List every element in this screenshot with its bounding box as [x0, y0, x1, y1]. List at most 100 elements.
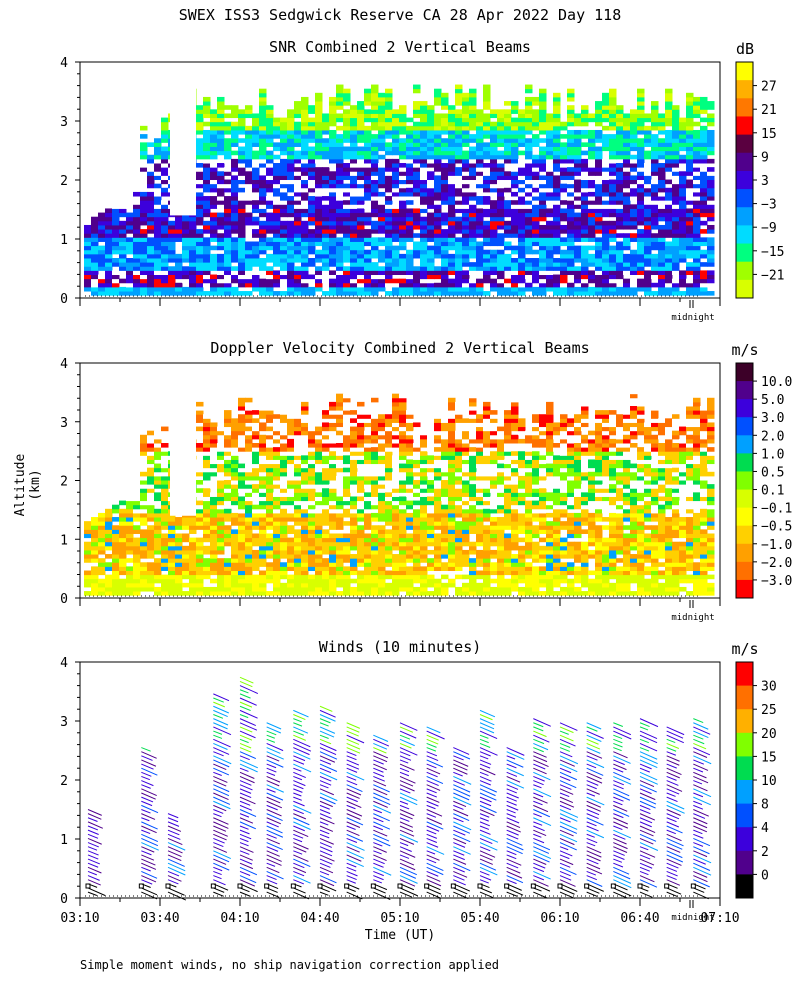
heatmap-cell: [252, 574, 260, 580]
heatmap-cell: [301, 562, 309, 567]
heatmap-cell: [623, 154, 631, 160]
heatmap-cell: [357, 278, 365, 284]
heatmap-cell: [210, 220, 218, 226]
heatmap-cell: [392, 113, 400, 119]
heatmap-cell: [175, 517, 183, 522]
heatmap-cell: [280, 525, 288, 530]
heatmap-cell: [189, 537, 197, 543]
heatmap-cell: [553, 278, 561, 284]
heatmap-cell: [497, 142, 505, 147]
heatmap-cell: [630, 191, 638, 197]
heatmap-cell: [196, 459, 204, 465]
heatmap-cell: [581, 167, 589, 172]
heatmap-cell: [469, 138, 477, 143]
heatmap-cell: [140, 253, 148, 259]
heatmap-cell: [210, 262, 218, 267]
heatmap-cell: [301, 262, 309, 267]
heatmap-cell: [168, 451, 176, 456]
heatmap-cell: [693, 241, 701, 247]
x-tick-label-5: 05:40: [460, 911, 499, 926]
heatmap-cell: [245, 158, 253, 164]
heatmap-cell: [252, 262, 260, 267]
heatmap-cell: [518, 163, 526, 168]
heatmap-cell: [658, 129, 666, 135]
heatmap-cell: [644, 237, 652, 242]
heatmap-cell: [525, 179, 533, 185]
heatmap-cell: [378, 117, 386, 123]
heatmap-cell: [105, 541, 113, 547]
heatmap-cell: [315, 125, 323, 131]
heatmap-cell: [399, 286, 407, 292]
heatmap-cell: [441, 220, 449, 226]
heatmap-cell: [287, 582, 295, 588]
heatmap-cell: [588, 113, 596, 119]
heatmap-cell: [231, 158, 239, 164]
heatmap-cell: [483, 249, 491, 255]
heatmap-cell: [343, 270, 351, 275]
heatmap-cell: [665, 291, 673, 296]
panel-title-0: SNR Combined 2 Vertical Beams: [269, 38, 531, 56]
heatmap-cell: [511, 266, 519, 271]
heatmap-cell: [434, 146, 442, 152]
heatmap-cell: [644, 204, 652, 209]
heatmap-cell: [287, 471, 295, 477]
heatmap-cell: [203, 426, 211, 432]
heatmap-cell: [301, 179, 309, 185]
heatmap-cell: [371, 204, 379, 209]
heatmap-cell: [140, 249, 148, 255]
heatmap-cell: [511, 245, 519, 251]
heatmap-cell: [189, 270, 197, 275]
heatmap-cell: [616, 262, 624, 267]
heatmap-cell: [308, 582, 316, 588]
heatmap-cell: [567, 212, 575, 218]
heatmap-cell: [154, 200, 162, 205]
heatmap-cell: [119, 204, 127, 209]
heatmap-cell: [546, 171, 554, 176]
heatmap-cell: [651, 204, 659, 209]
heatmap-cell: [287, 158, 295, 164]
heatmap-cell: [497, 163, 505, 168]
heatmap-cell: [322, 270, 330, 275]
heatmap-cell: [203, 430, 211, 436]
heatmap-cell: [616, 105, 624, 110]
heatmap-cell: [686, 200, 694, 205]
heatmap-cell: [210, 541, 218, 547]
heatmap-cell: [238, 463, 246, 469]
heatmap-cell: [308, 286, 316, 292]
heatmap-cell: [196, 537, 204, 543]
heatmap-cell: [462, 258, 470, 263]
heatmap-cell: [462, 274, 470, 280]
heatmap-cell: [266, 117, 274, 123]
heatmap-cell: [658, 138, 666, 143]
heatmap-cell: [182, 455, 190, 460]
heatmap-cell: [329, 175, 337, 181]
heatmap-cell: [238, 270, 246, 275]
heatmap-cell: [133, 574, 141, 580]
heatmap-cell: [301, 525, 309, 530]
heatmap-cell: [294, 447, 302, 452]
heatmap-cell: [448, 117, 456, 123]
heatmap-cell: [364, 270, 372, 275]
heatmap-cell: [168, 146, 176, 152]
heatmap-cell: [399, 237, 407, 242]
heatmap-cell: [546, 278, 554, 284]
heatmap-cell: [343, 88, 351, 94]
heatmap-cell: [315, 278, 323, 284]
heatmap-cell: [301, 418, 309, 423]
heatmap-cell: [392, 142, 400, 147]
heatmap-cell: [637, 187, 645, 193]
heatmap-cell: [224, 574, 232, 580]
heatmap-cell: [700, 191, 708, 197]
heatmap-cell: [294, 574, 302, 580]
heatmap-cell: [546, 249, 554, 255]
heatmap-cell: [280, 512, 288, 518]
heatmap-cell: [266, 241, 274, 247]
heatmap-cell: [273, 191, 281, 197]
heatmap-cell: [189, 237, 197, 242]
heatmap-cell: [266, 414, 274, 419]
heatmap-cell: [651, 196, 659, 201]
heatmap-cell: [546, 163, 554, 168]
heatmap-cell: [329, 216, 337, 222]
heatmap-cell: [350, 146, 358, 152]
heatmap-cell: [679, 291, 687, 296]
